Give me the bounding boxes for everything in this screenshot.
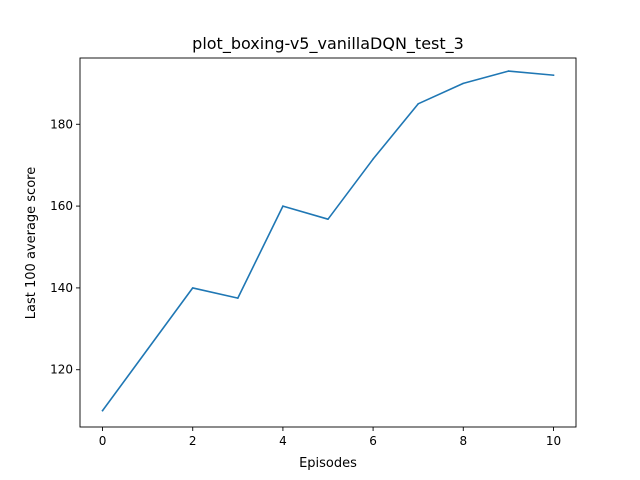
chart-title: plot_boxing-v5_vanillaDQN_test_3 xyxy=(192,34,464,54)
data-point-0-7 xyxy=(417,103,419,105)
data-point-0-3 xyxy=(237,297,239,299)
y-tick-label-140: 140 xyxy=(50,281,73,295)
x-tick-label-2: 2 xyxy=(189,434,197,448)
data-point-0-2 xyxy=(191,287,194,289)
data-point-0-4 xyxy=(282,205,284,207)
plot-area: 0 2 4 6 8 10 120 140 160 180 xyxy=(50,57,577,448)
x-tick-label-8: 8 xyxy=(459,434,467,448)
x-tick-label-4: 4 xyxy=(279,434,287,448)
data-point-0-1 xyxy=(146,348,149,351)
data-point-0-0 xyxy=(101,409,104,412)
data-point-0-8 xyxy=(462,82,465,85)
data-point-0-10 xyxy=(552,74,555,76)
y-axis-label: Last 100 average score xyxy=(24,167,39,319)
y-tick-label-180: 180 xyxy=(50,117,73,131)
data-point-0-6 xyxy=(372,158,374,160)
data-point-0-9 xyxy=(507,70,510,72)
x-tick-label-10: 10 xyxy=(546,434,561,448)
y-tick-label-120: 120 xyxy=(50,363,73,377)
y-tick-label-160: 160 xyxy=(50,199,73,213)
data-point-0-5 xyxy=(327,218,329,220)
x-tick-label-0: 0 xyxy=(99,434,107,448)
x-tick-label-6: 6 xyxy=(369,434,377,448)
x-axis-label: Episodes xyxy=(299,456,357,471)
plot-frame xyxy=(79,57,577,428)
